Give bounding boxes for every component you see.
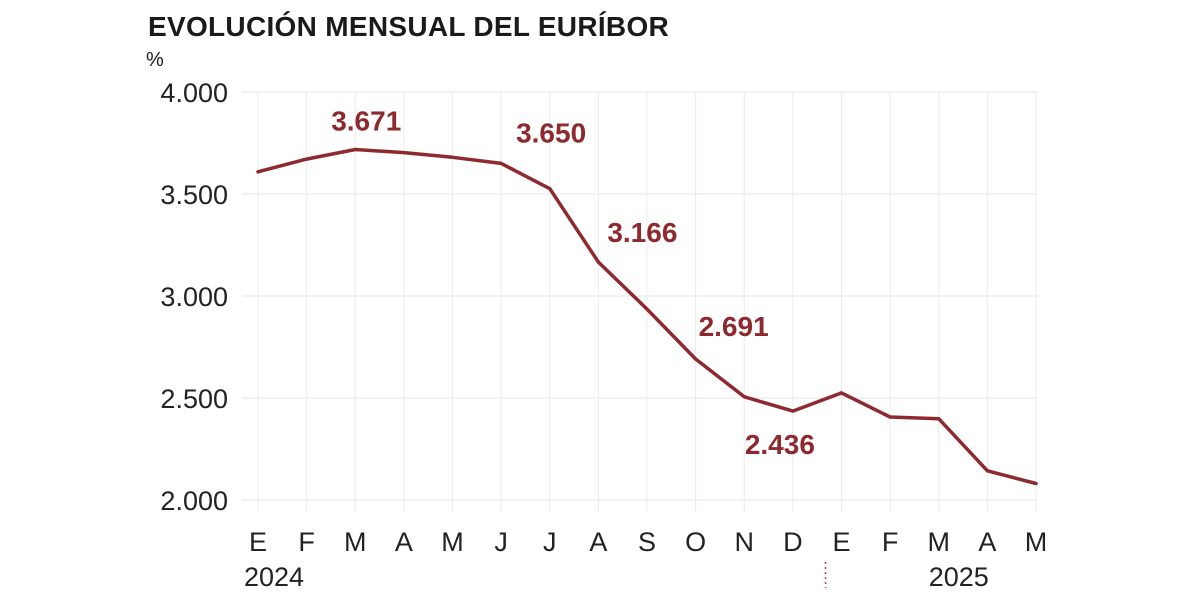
y-tick-label: 3.500 [160,180,228,210]
x-tick-label: A [395,527,413,557]
x-tick-label: M [441,527,464,557]
y-tick-label: 4.000 [160,78,228,108]
x-tick-label: A [978,527,996,557]
data-point [499,161,503,165]
y-axis-unit: % [146,49,164,71]
data-point [888,415,892,419]
y-tick-label: 3.000 [160,282,228,312]
x-tick-label: D [783,527,803,557]
x-tick-label: F [882,527,899,557]
x-tick-label: A [589,527,607,557]
data-point [596,260,600,264]
x-tick-label: N [735,527,755,557]
y-axis-ticks: 4.000 3.500 3.000 2.500 2.000 [160,78,228,516]
data-point [791,409,795,413]
y-tick-label: 2.500 [160,384,228,414]
data-point [937,417,941,421]
x-tick-label: M [928,527,951,557]
data-point [305,157,309,161]
data-point [694,357,698,361]
year-label: 2025 [929,562,989,592]
data-point [645,307,649,311]
data-point [548,187,552,191]
data-point [402,150,406,155]
data-point [1034,481,1038,486]
data-point [450,155,455,159]
x-tick-label: O [685,527,706,557]
x-tick-label: J [543,527,557,557]
data-point [839,391,844,395]
data-label: 2.691 [699,311,769,342]
chart-title: EVOLUCIÓN MENSUAL DEL EURÍBOR [148,11,669,42]
y-tick-label: 2.000 [160,486,228,516]
x-tick-label: E [832,527,850,557]
year-label: 2024 [244,562,304,592]
data-label: 2.436 [745,429,815,460]
data-point [353,147,357,152]
data-point [256,170,260,174]
x-tick-label: M [344,527,367,557]
data-label: 3.650 [516,117,586,148]
data-label: 3.671 [331,106,401,137]
data-point [985,469,989,473]
x-tick-label: E [249,527,267,557]
x-tick-label: M [1025,527,1048,557]
x-tick-label: S [638,527,656,557]
data-label: 3.166 [607,217,677,248]
x-tick-label: F [298,527,315,557]
series-line-group [256,147,1038,486]
x-tick-label: J [494,527,508,557]
data-point [742,395,746,399]
data-labels: 3.671 3.650 3.166 2.691 2.436 [331,106,815,461]
year-labels: 2024 2025 [244,562,989,592]
